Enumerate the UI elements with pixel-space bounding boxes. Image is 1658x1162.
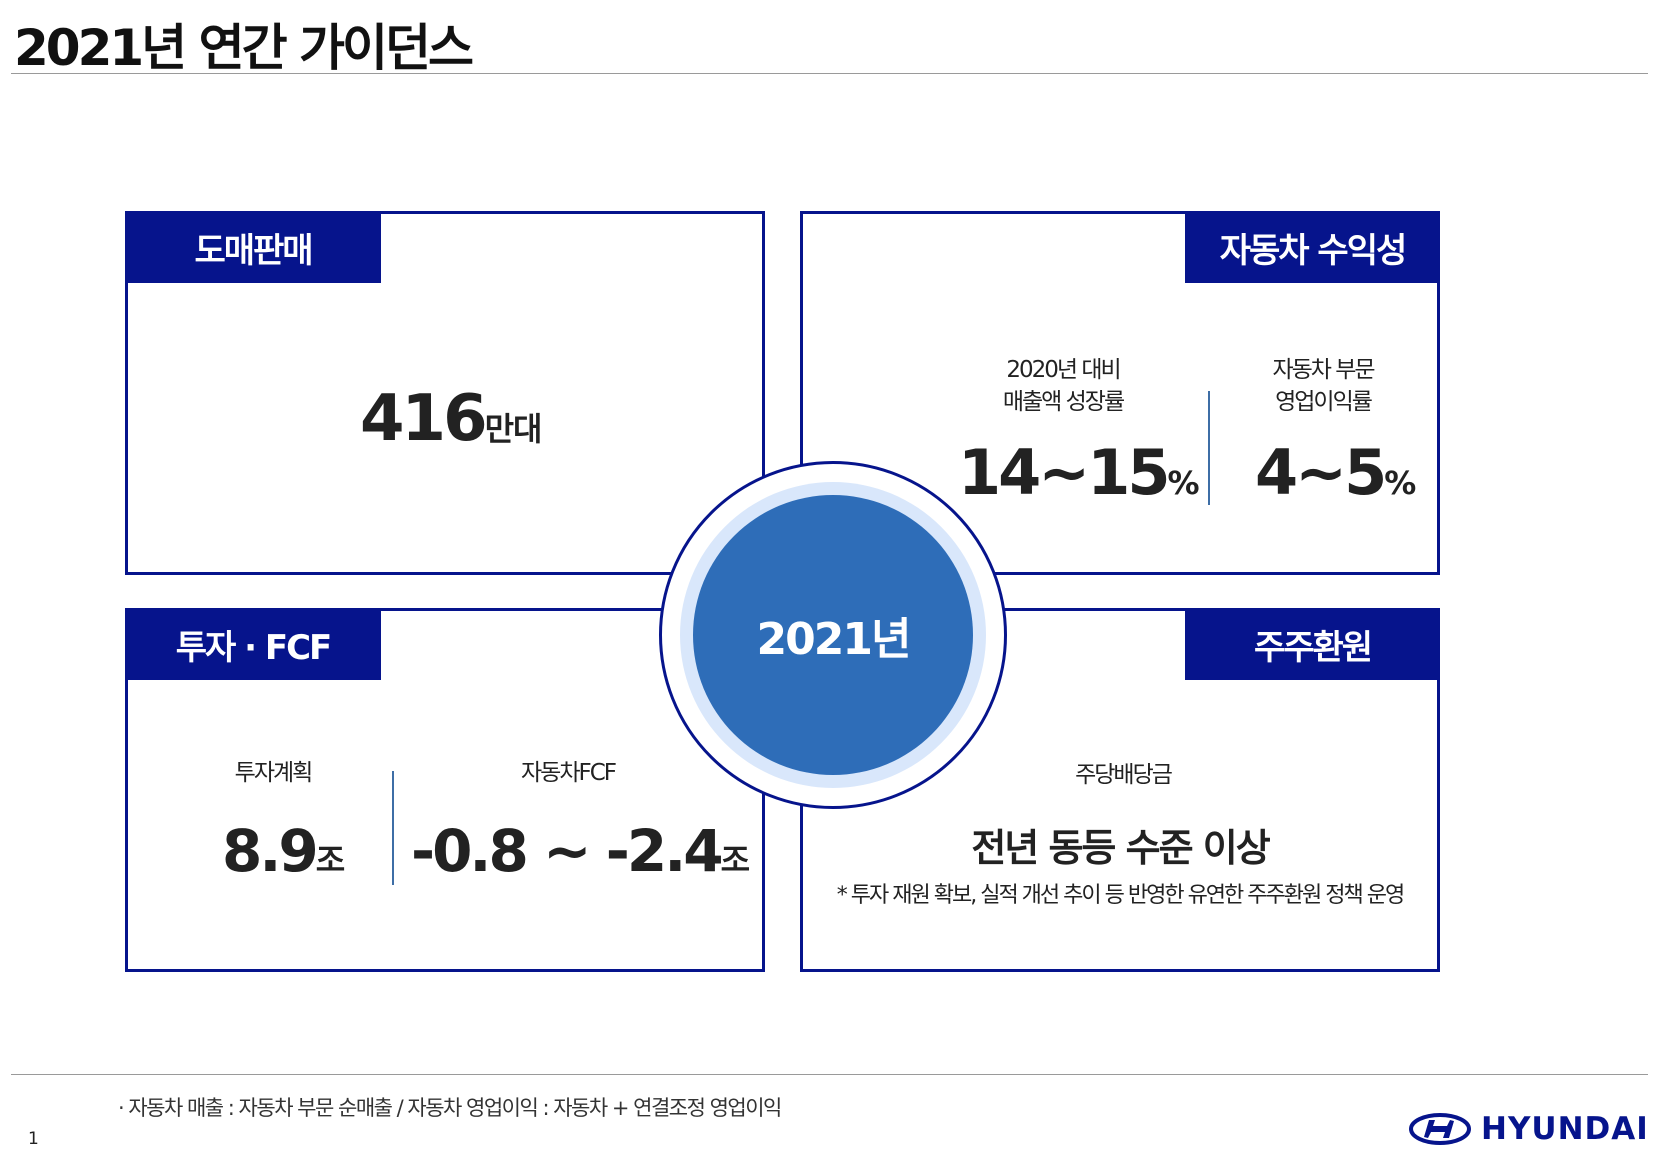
investment-plan-value: 8.9조 bbox=[222, 817, 345, 885]
page-title: 2021년 연간 가이던스 bbox=[14, 19, 474, 77]
auto-fcf-label: 자동차FCF bbox=[521, 760, 617, 786]
auto-fcf-value: -0.8 ~ -2.4조 bbox=[411, 817, 750, 885]
operating-margin-label: 자동차 부문 영업이익률 bbox=[1272, 357, 1375, 415]
wholesale-value: 416만대 bbox=[360, 382, 542, 456]
footnote: · 자동차 매출 : 자동차 부문 순매출 / 자동차 영업이익 : 자동차 +… bbox=[118, 1096, 782, 1120]
revenue-growth-label: 2020년 대비 매출액 성장률 bbox=[1002, 357, 1125, 415]
shareholder-policy-note: * 투자 재원 확보, 실적 개선 추이 등 반영한 유연한 주주환원 정책 운… bbox=[836, 883, 1405, 908]
auto-profitability-tab: 자동차 수익성 bbox=[1185, 211, 1440, 283]
header-divider bbox=[11, 73, 1648, 74]
revenue-growth-value: 14~15% bbox=[958, 436, 1200, 509]
wholesale-panel: 도매판매 416만대 bbox=[125, 211, 765, 575]
wholesale-tab: 도매판매 bbox=[125, 211, 381, 283]
footer-divider bbox=[11, 1074, 1648, 1075]
shareholder-return-tab: 주주환원 bbox=[1185, 608, 1440, 680]
operating-margin-value: 4~5% bbox=[1255, 436, 1416, 509]
hyundai-logo: HYUNDAI bbox=[1409, 1111, 1649, 1147]
profitability-divider bbox=[1208, 391, 1210, 505]
dividend-per-share-label: 주당배당금 bbox=[1075, 762, 1173, 788]
dividend-per-share-value: 전년 동등 수준 이상 bbox=[971, 826, 1270, 870]
investment-fcf-panel: 투자 · FCF 투자계획 8.9조 자동차FCF -0.8 ~ -2.4조 bbox=[125, 608, 765, 972]
hyundai-logo-text: HYUNDAI bbox=[1481, 1111, 1649, 1147]
investment-divider bbox=[392, 771, 394, 885]
hyundai-logo-icon bbox=[1409, 1113, 1471, 1145]
center-year-badge: 2021년 bbox=[693, 495, 973, 775]
page-number: 1 bbox=[28, 1129, 39, 1149]
investment-fcf-tab: 투자 · FCF bbox=[125, 608, 381, 680]
investment-plan-label: 투자계획 bbox=[234, 760, 314, 786]
